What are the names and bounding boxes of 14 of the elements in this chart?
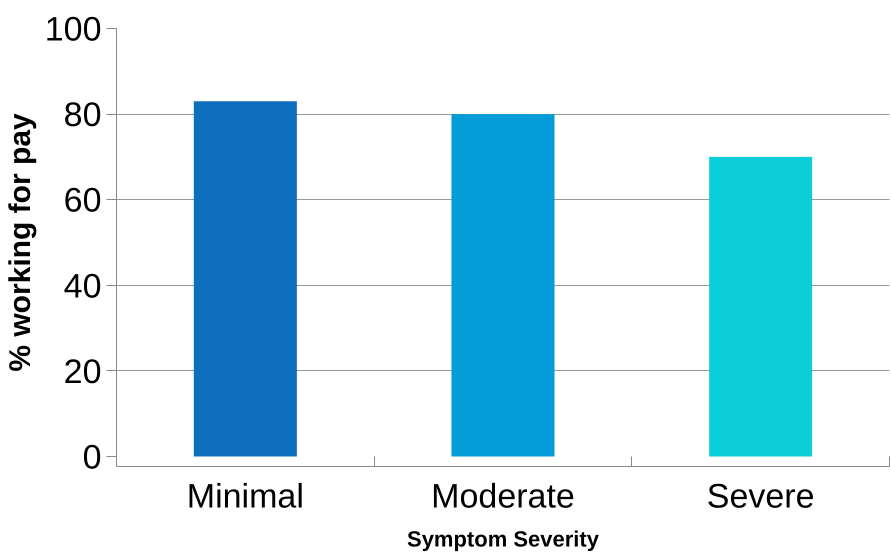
y-tick-label: 20 [64, 352, 102, 391]
bar [194, 101, 297, 456]
bar [451, 114, 555, 456]
x-tick-label: Minimal [186, 478, 304, 516]
x-tick-label: Moderate [431, 478, 575, 516]
y-axis-title: % working for pay [4, 113, 37, 372]
bar [709, 156, 812, 456]
y-tick-label: 100 [44, 10, 102, 48]
y-tick-label: 60 [64, 182, 102, 220]
x-axis-title: Symptom Severity [407, 526, 600, 552]
x-tick-label: Severe [706, 478, 815, 516]
y-tick-label: 80 [64, 96, 102, 134]
y-tick-label: 40 [64, 267, 102, 306]
y-tick-label: 0 [82, 438, 102, 476]
